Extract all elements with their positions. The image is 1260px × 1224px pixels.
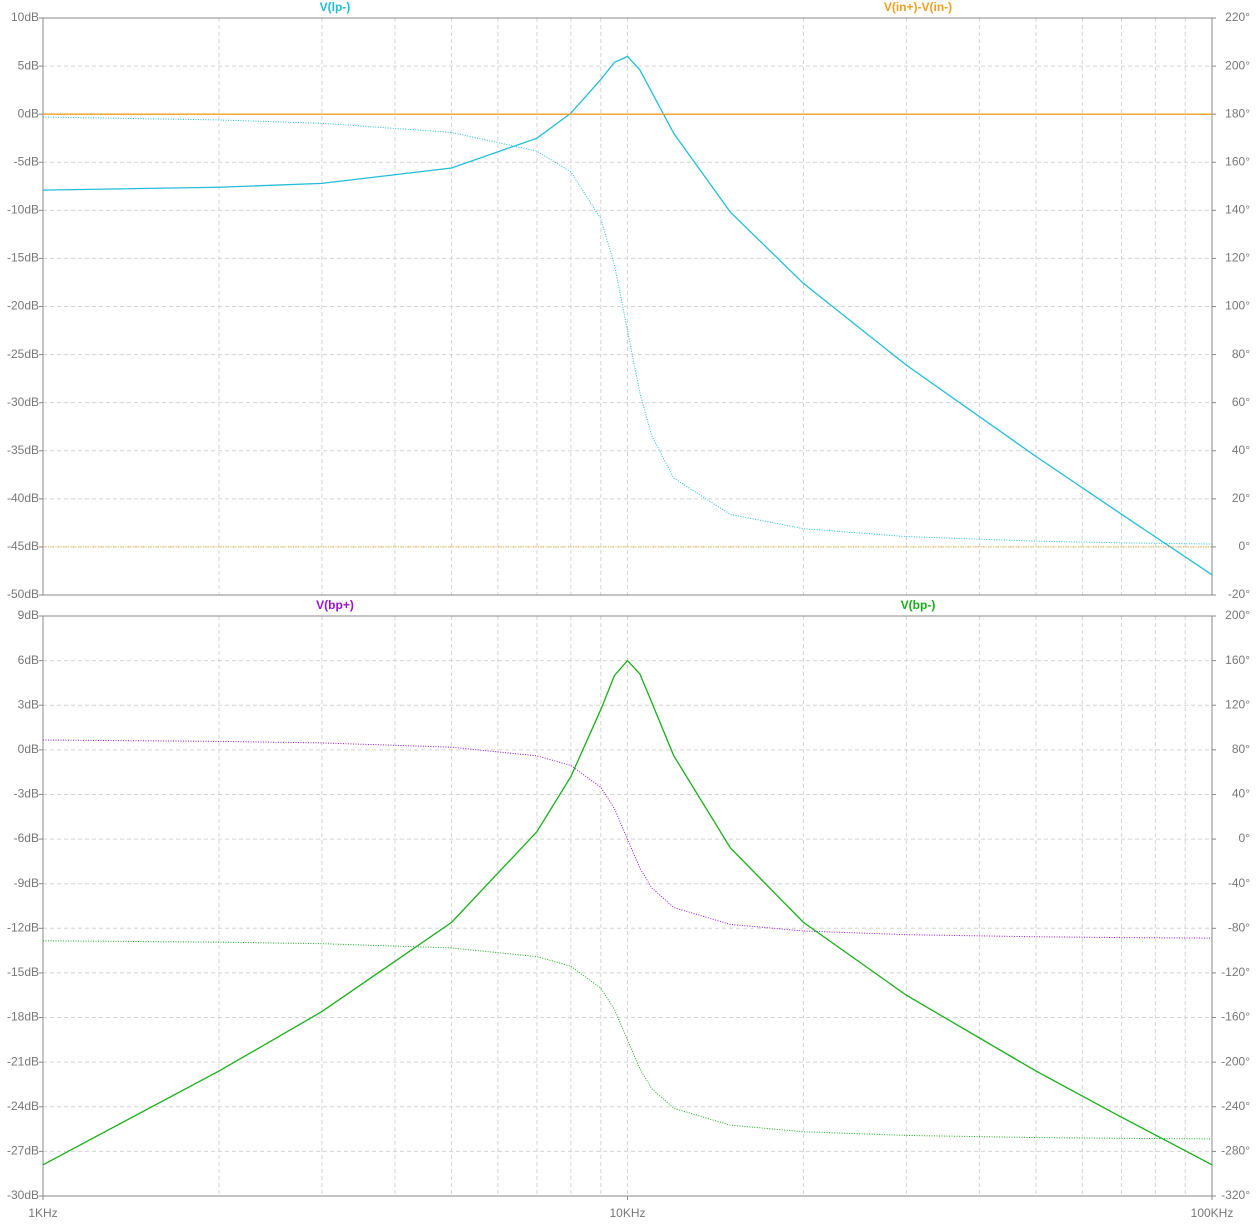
x-tick-label: 100KHz <box>1191 1206 1234 1220</box>
y2-tick-label: 60° <box>1232 395 1250 409</box>
y-tick-label: -15dB <box>7 965 39 979</box>
y-tick-label: -30dB <box>7 1188 39 1202</box>
y2-tick-label: 200° <box>1225 608 1250 622</box>
y-tick-label: 0dB <box>18 106 39 120</box>
y2-tick-label: 0° <box>1239 539 1251 553</box>
y-tick-label: -5dB <box>14 154 39 168</box>
x-tick-label: 1KHz <box>28 1206 57 1220</box>
y-tick-label: -18dB <box>7 1010 39 1024</box>
y2-tick-label: 40° <box>1232 787 1250 801</box>
y-tick-label: -40dB <box>7 491 39 505</box>
y-tick-label: -27dB <box>7 1144 39 1158</box>
magnitude-trace <box>42 55 1213 576</box>
y2-tick-label: 220° <box>1225 10 1250 24</box>
y2-tick-label: -320° <box>1221 1188 1250 1202</box>
y2-tick-label: 200° <box>1225 58 1250 72</box>
y-tick-label: -25dB <box>7 347 39 361</box>
y-tick-label: -10dB <box>7 203 39 217</box>
y-tick-label: -12dB <box>7 920 39 934</box>
y2-tick-label: -120° <box>1221 965 1250 979</box>
y2-tick-label: 0° <box>1239 831 1251 845</box>
y-tick-label: -45dB <box>7 539 39 553</box>
y2-tick-label: -80° <box>1228 920 1250 934</box>
y2-tick-label: 160° <box>1225 154 1250 168</box>
trace-name: V(lp-) <box>320 0 351 14</box>
y2-tick-label: 120° <box>1225 251 1250 265</box>
y2-tick-label: 100° <box>1225 299 1250 313</box>
y2-tick-label: 80° <box>1232 742 1250 756</box>
y-tick-label: 0dB <box>18 742 39 756</box>
y-tick-label: -21dB <box>7 1054 39 1068</box>
y2-tick-label: 120° <box>1225 697 1250 711</box>
y2-tick-label: 180° <box>1225 106 1250 120</box>
y-tick-label: -50dB <box>7 587 39 601</box>
y-tick-label: 5dB <box>18 58 39 72</box>
y-tick-label: -3dB <box>14 787 39 801</box>
y2-tick-label: -280° <box>1221 1144 1250 1158</box>
y2-tick-label: -200° <box>1221 1054 1250 1068</box>
y2-tick-label: -20° <box>1228 587 1250 601</box>
y-tick-label: -24dB <box>7 1099 39 1113</box>
magnitude-trace <box>42 659 1213 1166</box>
y-tick-label: -15dB <box>7 251 39 265</box>
x-tick-label: 10KHz <box>609 1206 645 1220</box>
y-tick-label: 6dB <box>18 653 39 667</box>
y-tick-label: 10dB <box>11 10 39 24</box>
y-tick-label: 9dB <box>18 608 39 622</box>
trace-name: V(in+)-V(in-) <box>884 0 952 14</box>
y2-tick-label: 160° <box>1225 653 1250 667</box>
y-tick-label: -20dB <box>7 299 39 313</box>
y2-tick-label: 140° <box>1225 203 1250 217</box>
y-tick-label: -35dB <box>7 443 39 457</box>
y2-tick-label: 80° <box>1232 347 1250 361</box>
y-tick-label: -9dB <box>14 876 39 890</box>
y2-tick-label: -240° <box>1221 1099 1250 1113</box>
y-tick-label: 3dB <box>18 697 39 711</box>
trace-name: V(bp-) <box>901 598 936 612</box>
y2-tick-label: 20° <box>1232 491 1250 505</box>
y2-tick-label: -40° <box>1228 876 1250 890</box>
y2-tick-label: -160° <box>1221 1010 1250 1024</box>
y-tick-label: -6dB <box>14 831 39 845</box>
y2-tick-label: 40° <box>1232 443 1250 457</box>
trace-name: V(bp+) <box>316 598 354 612</box>
y-tick-label: -30dB <box>7 395 39 409</box>
